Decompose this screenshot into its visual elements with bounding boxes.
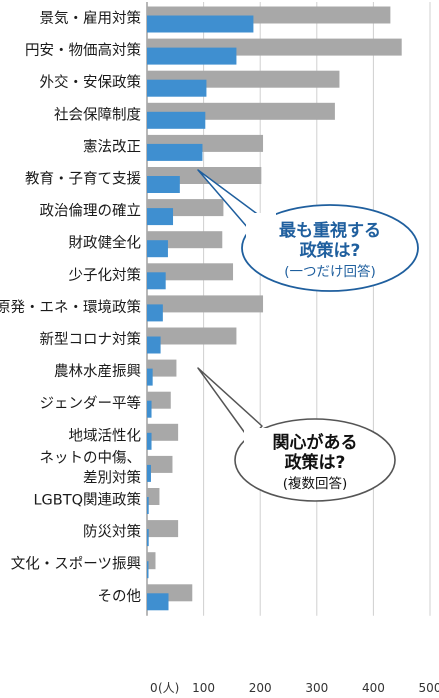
x-unit-label: (人) bbox=[158, 681, 179, 695]
x-tick-100: 100 bbox=[192, 681, 215, 695]
bar-most-important-18 bbox=[147, 593, 169, 611]
x-tick-0: 0 bbox=[150, 681, 158, 695]
category-label-11: 農林水産振興 bbox=[54, 363, 141, 380]
bar-most-important-13 bbox=[147, 432, 152, 450]
callout-most-important-bubble bbox=[241, 204, 419, 292]
category-label-1: 円安・物価高対策 bbox=[25, 42, 141, 59]
category-label-8: 少子化対策 bbox=[69, 267, 142, 284]
bar-most-important-7 bbox=[147, 240, 168, 258]
bar-interested-12 bbox=[147, 391, 171, 409]
bar-most-important-1 bbox=[147, 47, 237, 65]
bar-interested-17 bbox=[147, 552, 156, 570]
bar-most-important-16 bbox=[147, 529, 149, 547]
bar-most-important-12 bbox=[147, 400, 152, 418]
bars bbox=[147, 6, 402, 611]
category-label-18: その他 bbox=[98, 588, 142, 605]
bar-most-important-5 bbox=[147, 176, 180, 193]
bar-most-important-9 bbox=[147, 304, 163, 322]
category-label-4: 憲法改正 bbox=[83, 137, 141, 155]
x-tick-300: 300 bbox=[305, 681, 328, 695]
category-label-10: 新型コロナ対策 bbox=[40, 331, 142, 348]
bar-most-important-4 bbox=[147, 143, 203, 161]
callout-most-important: 最も重視する 政策は? (一つだけ回答) bbox=[197, 169, 419, 292]
category-label-7: 財政健全化 bbox=[69, 234, 142, 252]
bar-most-important-10 bbox=[147, 336, 161, 354]
callout-most-important-line2: 政策は? bbox=[300, 240, 361, 261]
callout-most-important-line1: 最も重視する bbox=[279, 220, 381, 241]
bar-interested-10 bbox=[147, 327, 237, 345]
x-tick-labels: 0 100 200 300 400 500 (人) bbox=[150, 681, 439, 695]
bar-most-important-3 bbox=[147, 111, 206, 129]
category-labels: 景気・雇用対策円安・物価高対策外交・安保政策社会保障制度憲法改正教育・子育て支援… bbox=[0, 10, 141, 605]
bar-most-important-0 bbox=[147, 15, 254, 33]
bar-most-important-11 bbox=[147, 368, 153, 386]
bar-interested-8 bbox=[147, 263, 234, 281]
bar-interested-14 bbox=[147, 455, 173, 473]
category-label-17: 文化・スポーツ振興 bbox=[11, 556, 141, 573]
category-label-3: 社会保障制度 bbox=[54, 105, 141, 123]
bar-interested-16 bbox=[147, 520, 179, 538]
callout-interested-bubble bbox=[234, 418, 396, 502]
category-label-5: 教育・子育て支援 bbox=[25, 171, 141, 188]
bar-most-important-8 bbox=[147, 272, 166, 290]
category-label-14-0: ネットの中傷、 bbox=[40, 449, 142, 466]
callout-most-important-line3: (一つだけ回答) bbox=[284, 263, 376, 280]
bar-interested-9 bbox=[147, 295, 264, 313]
x-tick-400: 400 bbox=[362, 681, 385, 695]
callout-interested-line1: 関心がある bbox=[273, 432, 358, 453]
bar-interested-13 bbox=[147, 423, 179, 441]
callout-interested-line2: 政策は? bbox=[285, 452, 346, 473]
bar-most-important-6 bbox=[147, 208, 174, 226]
category-label-15: LGBTQ関連政策 bbox=[33, 492, 141, 509]
category-label-13: 地域活性化 bbox=[69, 427, 142, 444]
category-label-14-1: 差別対策 bbox=[83, 469, 141, 486]
category-label-0: 景気・雇用対策 bbox=[40, 10, 142, 27]
x-tick-500: 500 bbox=[419, 681, 439, 695]
category-label-16: 防災対策 bbox=[83, 524, 141, 541]
callout-interested-line3: (複数回答) bbox=[283, 475, 348, 492]
category-label-9: 原発・エネ・環境政策 bbox=[0, 298, 141, 316]
bar-most-important-17 bbox=[147, 561, 149, 579]
bar-most-important-14 bbox=[147, 464, 151, 482]
bar-interested-11 bbox=[147, 359, 177, 377]
category-label-2: 外交・安保政策 bbox=[40, 73, 142, 91]
category-label-12: ジェンダー平等 bbox=[40, 394, 142, 412]
x-tick-200: 200 bbox=[249, 681, 272, 695]
bar-most-important-15 bbox=[147, 497, 149, 514]
category-label-6: 政治倫理の確立 bbox=[40, 203, 142, 220]
bar-interested-15 bbox=[147, 488, 160, 505]
callout-interested: 関心がある 政策は? (複数回答) bbox=[197, 367, 396, 502]
bar-most-important-2 bbox=[147, 79, 207, 97]
